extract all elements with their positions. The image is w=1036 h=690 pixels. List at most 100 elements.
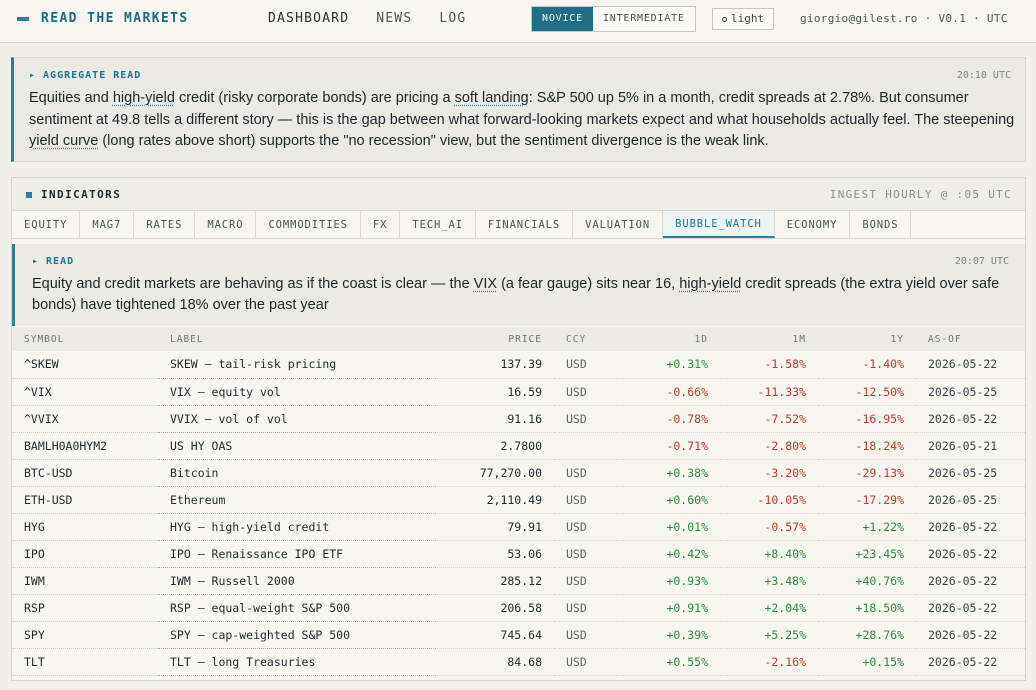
cell-symbol: ^VIX	[12, 378, 158, 406]
text-segment: credit (risky corporate bonds) are prici…	[174, 90, 455, 106]
nav-dashboard[interactable]: DASHBOARD	[268, 11, 350, 26]
cell-1y: -1.40%	[818, 351, 916, 379]
brand-title: READ THE MARKETS	[41, 11, 189, 26]
column-header-price[interactable]: PRICE	[508, 333, 542, 345]
tab-read-card: ▸ READ 20:07 UTC Equity and credit marke…	[12, 244, 1025, 326]
column-header-as-of[interactable]: AS-OF	[928, 333, 962, 345]
tab-economy[interactable]: ECONOMY	[775, 211, 851, 238]
text-segment: Equity and credit markets are behaving a…	[32, 276, 474, 292]
tab-rates[interactable]: RATES	[134, 211, 196, 238]
cell-label: IPO — Renaissance IPO ETF	[158, 540, 436, 568]
square-bullet-icon	[26, 191, 32, 198]
indicators-title: INDICATORS	[26, 188, 121, 201]
cell-price: 91.16	[436, 405, 554, 433]
glossary-term-soft-landing[interactable]: soft landing	[454, 90, 529, 106]
tab-equity[interactable]: EQUITY	[12, 211, 81, 238]
cell-1m: +3.48%	[720, 567, 818, 595]
cell-symbol: BAMLH0A0HYM2	[12, 432, 158, 460]
cell-label: IWM — Russell 2000	[158, 567, 436, 595]
theme-toggle-button[interactable]: light	[712, 8, 775, 30]
theme-dot-icon	[722, 16, 727, 22]
cell-label: Ethereum	[158, 486, 436, 514]
brand[interactable]: READ THE MARKETS	[17, 11, 189, 26]
cell-1d: -0.66%	[616, 378, 720, 406]
aggregate-read-time: 20:10 UTC	[956, 70, 1011, 81]
nav-log[interactable]: LOG	[439, 11, 467, 26]
column-header-ccy[interactable]: CCY	[566, 333, 587, 345]
cell-1m: +8.40%	[720, 540, 818, 568]
column-header-symbol[interactable]: SYMBOL	[24, 333, 65, 345]
table-row[interactable]: IPO IPO — Renaissance IPO ETF 53.06 USD +0.4…	[12, 540, 1025, 568]
tab-bonds[interactable]: BONDS	[850, 211, 912, 238]
cell-1m: -2.16%	[720, 648, 818, 676]
tab-mag7[interactable]: MAG7	[80, 211, 135, 238]
cell-label: HYG — high-yield credit	[158, 513, 436, 541]
cell-1y: -17.29%	[818, 486, 916, 514]
table-row[interactable]: IWM IWM — Russell 2000 285.12 USD +0.93% +3.4…	[12, 567, 1025, 595]
column-header-label[interactable]: LABEL	[170, 333, 204, 345]
tab-commodities[interactable]: COMMODITIES	[256, 211, 361, 238]
cell-1d: +0.91%	[616, 594, 720, 622]
cell-asof: 2026-05-22	[916, 567, 1025, 595]
cell-1d: +0.42%	[616, 540, 720, 568]
cell-1y: +23.45%	[818, 540, 916, 568]
tab-valuation[interactable]: VALUATION	[573, 211, 664, 238]
cell-ccy: USD	[554, 405, 616, 433]
text-segment: (a fear gauge) sits near 16,	[497, 276, 680, 292]
cell-label: SKEW — tail-risk pricing	[158, 351, 436, 379]
table-row[interactable]: TLT TLT — long Treasuries 84.68 USD +0.55% -2…	[12, 648, 1025, 676]
cell-1y: -12.50%	[818, 378, 916, 406]
cell-1m: -10.05%	[720, 486, 818, 514]
glossary-term-high-yield[interactable]: high-yield	[112, 90, 175, 106]
cell-label: TLT — long Treasuries	[158, 648, 436, 676]
user-info: giorgio@gilest.ro · V0.1 · UTC	[800, 12, 1008, 25]
cell-asof: 2026-05-22	[916, 648, 1025, 676]
column-header-1m[interactable]: 1M	[792, 333, 806, 345]
text-segment: : S&P 500 up 5% in a month, credit sprea…	[29, 90, 1015, 128]
indicators-panel: INDICATORS INGEST HOURLY @ :05 UTC EQUIT…	[11, 177, 1026, 681]
tab-financials[interactable]: FINANCIALS	[476, 211, 574, 238]
cell-ccy: USD	[554, 486, 616, 514]
table-row[interactable]: ^SKEW SKEW — tail-risk pricing 137.39 USD +0…	[12, 351, 1025, 379]
table-row[interactable]: SPY SPY — cap-weighted S&P 500 745.64 USD +0…	[12, 621, 1025, 649]
cell-ccy: USD	[554, 567, 616, 595]
level-intermediate-button[interactable]: INTERMEDIATE	[592, 7, 695, 31]
table-row[interactable]: RSP RSP — equal-weight S&P 500 206.58 USD +0…	[12, 594, 1025, 622]
glossary-term-yield-curve[interactable]: yield curve	[29, 133, 99, 149]
cell-label: SPY — cap-weighted S&P 500	[158, 621, 436, 649]
cell-asof: 2026-05-22	[916, 513, 1025, 541]
table-row[interactable]: ^VVIX VVIX — vol of vol 91.16 USD -0.78% -7.5…	[12, 405, 1025, 433]
table-row[interactable]: BAMLH0A0HYM2 US HY OAS 2.7800 -0.71% -2.80% -…	[12, 432, 1025, 460]
tab-tech-ai[interactable]: TECH_AI	[400, 211, 476, 238]
table-row[interactable]: ^VIX VIX — equity vol 16.59 USD -0.66% -11.33…	[12, 378, 1025, 406]
cell-1d: +0.39%	[616, 621, 720, 649]
column-header-1d[interactable]: 1D	[694, 333, 708, 345]
cell-1d: +0.31%	[616, 351, 720, 379]
cell-price: 2,110.49	[436, 486, 554, 514]
cell-1m: +5.25%	[720, 621, 818, 649]
column-header-1y[interactable]: 1Y	[890, 333, 904, 345]
cell-price: 285.12	[436, 567, 554, 595]
tab-macro[interactable]: MACRO	[195, 211, 257, 238]
tab-fx[interactable]: FX	[361, 211, 401, 238]
table-row[interactable]: BTC-USD Bitcoin 77,270.00 USD +0.38% -3.20% -2…	[12, 459, 1025, 487]
table-row[interactable]: HYG HYG — high-yield credit 79.91 USD +0.01%…	[12, 513, 1025, 541]
cell-ccy: USD	[554, 648, 616, 676]
brand-mark-icon	[17, 16, 29, 21]
cell-ccy: USD	[554, 513, 616, 541]
glossary-term-vix[interactable]: VIX	[473, 276, 498, 292]
cell-1y: +0.15%	[818, 648, 916, 676]
cell-1y: +28.76%	[818, 621, 916, 649]
table-row[interactable]: ETH-USD Ethereum 2,110.49 USD +0.60% -10.05% -…	[12, 486, 1025, 514]
level-novice-button[interactable]: NOVICE	[532, 7, 593, 31]
tab-bubble-watch[interactable]: BUBBLE_WATCH	[663, 211, 775, 238]
aggregate-read-card: ▸ AGGREGATE READ 20:10 UTC Equities and …	[11, 57, 1026, 162]
cell-1d: +0.38%	[616, 459, 720, 487]
cell-symbol: ^SKEW	[12, 351, 158, 379]
cell-1y: -16.95%	[818, 405, 916, 433]
nav-news[interactable]: NEWS	[376, 11, 413, 26]
aggregate-read-text: Equities and high-yield credit (risky co…	[29, 88, 1019, 153]
cell-price: 77,270.00	[436, 459, 554, 487]
glossary-term-high-yield[interactable]: high-yield	[679, 276, 742, 292]
tab-read-time: 20:07 UTC	[954, 256, 1009, 267]
